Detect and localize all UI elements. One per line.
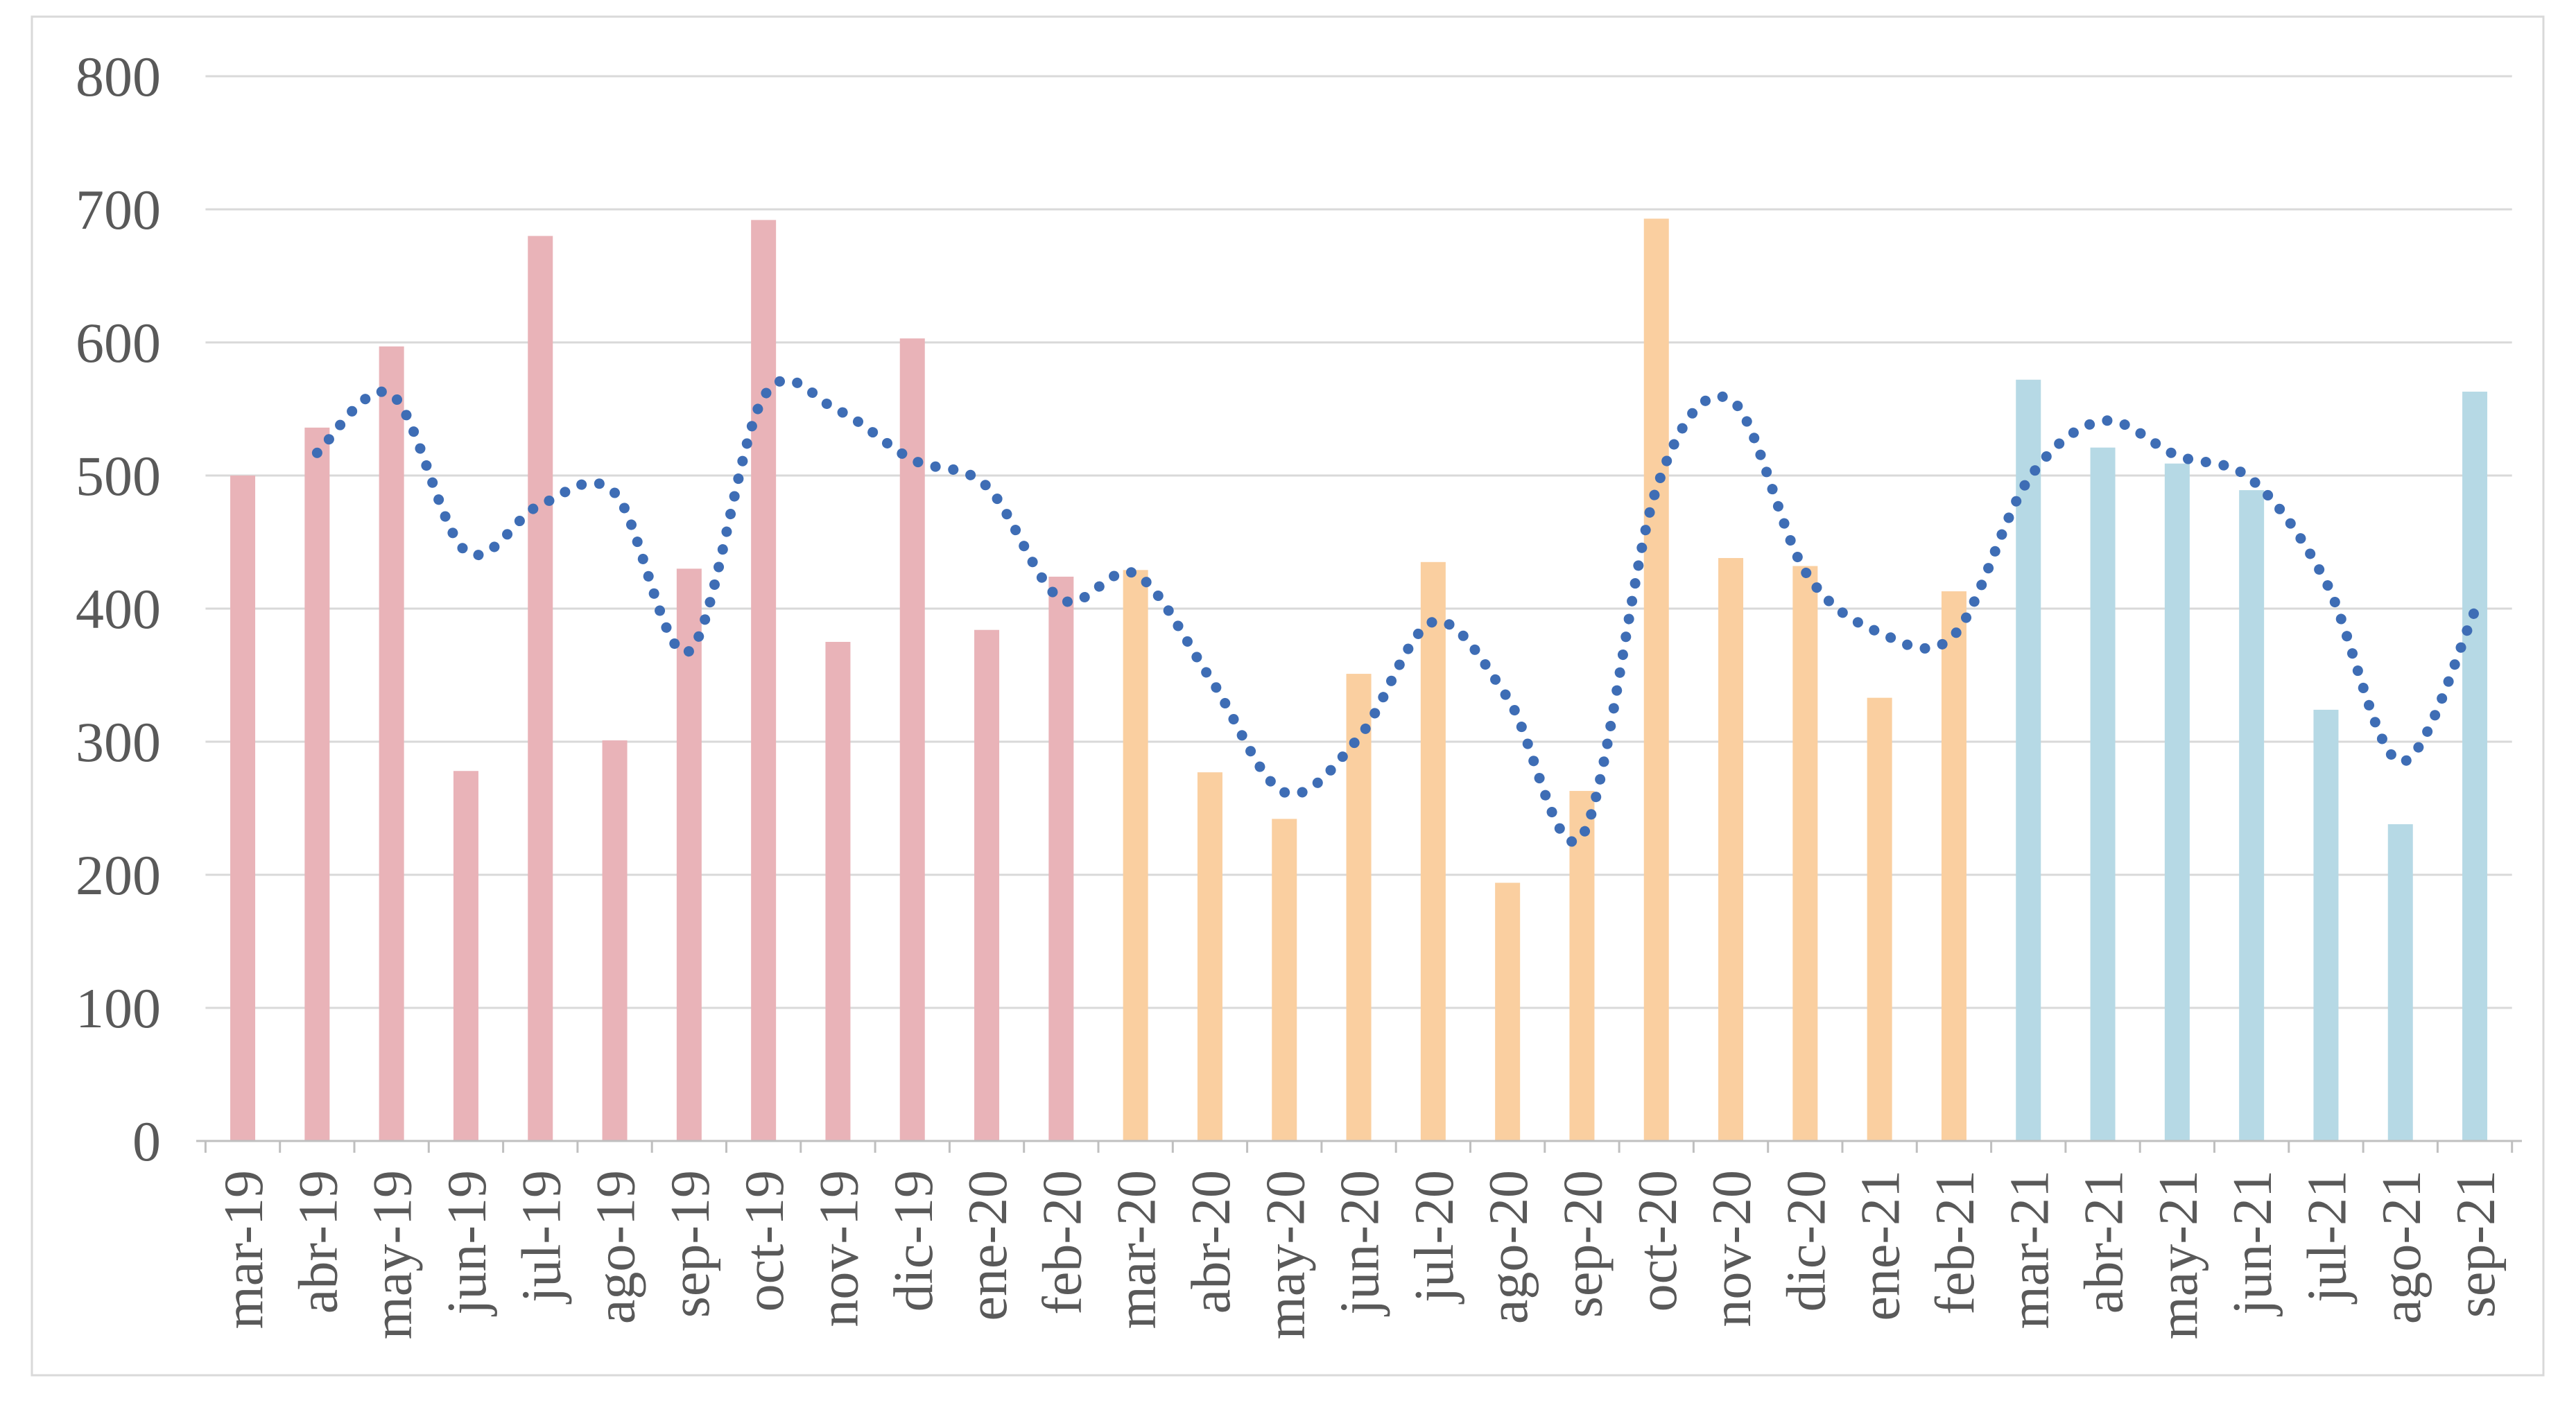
bar-may-19 xyxy=(379,346,404,1141)
bar-feb-20 xyxy=(1048,576,1074,1141)
bar-may-20 xyxy=(1272,819,1297,1141)
bar-sep-21 xyxy=(2462,392,2488,1141)
bar-ago-21 xyxy=(2387,824,2413,1141)
x-axis-label: jun-19 xyxy=(437,1170,498,1317)
x-axis-label: mar-19 xyxy=(214,1170,275,1329)
x-axis-label: jun-20 xyxy=(1330,1170,1391,1317)
x-axis-label: oct-20 xyxy=(1627,1170,1688,1311)
bar-jul-20 xyxy=(1420,561,1446,1141)
x-axis-label: nov-19 xyxy=(809,1170,870,1327)
bar-jul-21 xyxy=(2313,709,2339,1141)
y-axis-label: 0 xyxy=(132,1110,161,1173)
x-axis-label: sep-19 xyxy=(660,1170,721,1318)
y-axis-label: 100 xyxy=(76,977,161,1040)
y-axis-label: 600 xyxy=(76,311,161,374)
bar-abr-19 xyxy=(304,427,330,1141)
x-axis-label: jul-21 xyxy=(2297,1170,2358,1305)
bar-dic-20 xyxy=(1792,566,1818,1141)
x-axis-label: mar-21 xyxy=(1999,1170,2060,1329)
x-axis-label: jun-21 xyxy=(2222,1170,2283,1317)
bar-nov-19 xyxy=(825,642,851,1141)
y-axis-label: 200 xyxy=(76,844,161,907)
x-axis-label: feb-20 xyxy=(1032,1170,1093,1315)
bar-ago-20 xyxy=(1495,882,1521,1141)
x-axis-label: jul-20 xyxy=(1404,1170,1465,1305)
y-axis-label: 300 xyxy=(76,711,161,774)
x-axis-label: ago-20 xyxy=(1478,1170,1539,1324)
bar-sep-19 xyxy=(676,568,702,1141)
bar-ago-19 xyxy=(602,740,628,1141)
x-axis-label: sep-20 xyxy=(1553,1170,1614,1318)
bar-sep-20 xyxy=(1569,791,1595,1141)
x-axis-label: ene-20 xyxy=(958,1170,1019,1321)
y-axis-label: 700 xyxy=(76,178,161,241)
bar-jun-20 xyxy=(1346,674,1372,1141)
y-axis-label: 500 xyxy=(76,444,161,507)
x-axis-label: abr-21 xyxy=(2074,1170,2135,1314)
x-axis-label: may-20 xyxy=(1255,1170,1316,1339)
bar-oct-20 xyxy=(1643,218,1669,1142)
y-axis-label: 400 xyxy=(76,577,161,640)
bar-may-21 xyxy=(2164,463,2190,1141)
x-axis-label: ago-19 xyxy=(586,1170,647,1324)
x-axis-label: oct-19 xyxy=(734,1170,795,1311)
bar-mar-19 xyxy=(230,476,256,1141)
bar-jul-19 xyxy=(528,236,553,1141)
x-axis-label: ene-21 xyxy=(1851,1170,1912,1321)
x-axis-label: may-19 xyxy=(363,1170,424,1339)
bar-abr-21 xyxy=(2090,447,2116,1141)
bar-jun-19 xyxy=(453,771,478,1141)
x-axis-label: may-21 xyxy=(2148,1170,2209,1339)
bar-ene-20 xyxy=(974,629,1000,1141)
x-axis-label: abr-19 xyxy=(288,1170,349,1314)
x-axis-label: sep-21 xyxy=(2446,1170,2507,1318)
bar-ene-21 xyxy=(1867,697,1892,1141)
bar-dic-19 xyxy=(899,338,925,1141)
x-axis-label: ago-21 xyxy=(2371,1170,2432,1324)
x-axis-label: jul-19 xyxy=(511,1170,572,1305)
x-axis-label: mar-20 xyxy=(1107,1170,1168,1329)
bar-nov-20 xyxy=(1718,558,1744,1141)
x-axis-label: dic-20 xyxy=(1776,1170,1837,1311)
bar-jun-21 xyxy=(2239,490,2265,1141)
x-axis-label: feb-21 xyxy=(1925,1170,1986,1315)
chart-border xyxy=(31,15,2545,1377)
trend-line xyxy=(311,375,2480,847)
x-axis-label: dic-19 xyxy=(883,1170,944,1311)
y-axis-label: 800 xyxy=(76,45,161,108)
bar-mar-20 xyxy=(1123,570,1148,1141)
x-axis-label: nov-20 xyxy=(1702,1170,1763,1327)
bar-oct-19 xyxy=(751,220,777,1141)
bar-abr-20 xyxy=(1197,772,1222,1141)
x-axis-label: abr-20 xyxy=(1181,1170,1242,1314)
bar-feb-21 xyxy=(1941,591,1966,1141)
bar-mar-21 xyxy=(2016,379,2041,1141)
